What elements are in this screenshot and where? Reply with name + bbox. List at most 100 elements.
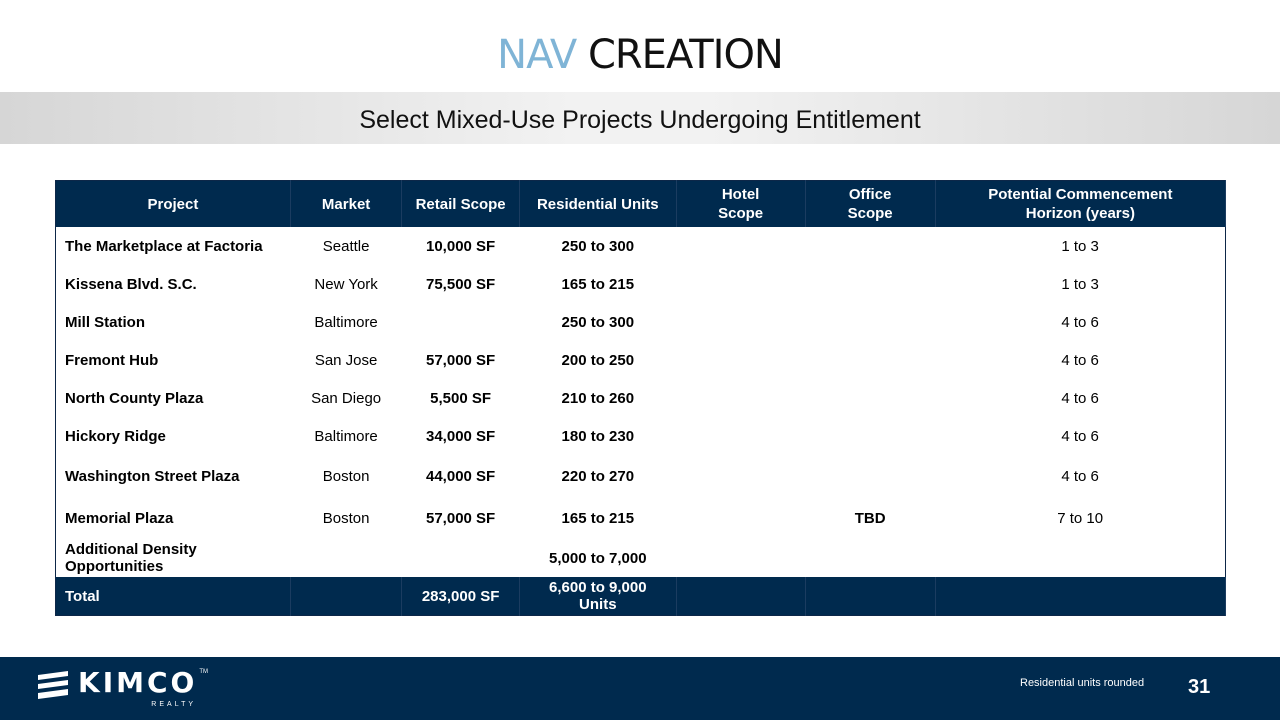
table-cell xyxy=(805,227,935,265)
table-cell: Baltimore xyxy=(314,313,378,331)
subtitle: Select Mixed-Use Projects Undergoing Ent… xyxy=(359,106,921,134)
table-cell: Kissena Blvd. S.C. xyxy=(65,275,197,293)
column-header: Residential Units xyxy=(519,180,677,227)
column-header: Hotel Scope xyxy=(676,180,806,227)
table-cell: 1 to 3 xyxy=(1061,237,1099,255)
table-cell xyxy=(805,539,935,577)
table-cell xyxy=(402,303,520,341)
table-cell xyxy=(805,379,935,417)
page-number: 31 xyxy=(1188,676,1211,698)
footer-bar xyxy=(0,657,1280,720)
table-cell xyxy=(676,303,805,341)
page-title: NAV CREATION xyxy=(0,32,1280,78)
table-cell: San Jose xyxy=(314,351,378,369)
total-cell xyxy=(805,577,936,616)
table-row: Memorial Plaza Boston 57,000 SF 165 to 215 T… xyxy=(56,497,1226,539)
table-row: North County Plaza San Diego 5,500 SF 210 t… xyxy=(56,379,1226,417)
table-cell xyxy=(676,265,805,303)
table-cell xyxy=(676,497,805,539)
table-cell xyxy=(290,539,401,577)
title-rest: CREATION xyxy=(587,32,784,78)
table-cell: 4 to 6 xyxy=(1061,313,1099,331)
table-cell: 1 to 3 xyxy=(1061,275,1099,293)
table-cell: 200 to 250 xyxy=(561,351,635,369)
table-row: Fremont Hub San Jose 57,000 SF 200 to 250 4 … xyxy=(56,341,1226,379)
footnote: Residential units rounded xyxy=(1020,677,1145,689)
table-cell: Mill Station xyxy=(65,313,145,331)
table-row: Washington Street Plaza Boston 44,000 SF 22… xyxy=(56,455,1226,497)
table-cell xyxy=(676,417,805,455)
table-cell xyxy=(676,455,805,497)
table-cell: Baltimore xyxy=(314,427,378,445)
total-row: Total 283,000 SF 6,600 to 9,000 Units xyxy=(55,577,1227,616)
table-cell: TBD xyxy=(854,509,886,527)
logo-word-row: KIMCO TM xyxy=(78,668,208,698)
logo-tm: TM xyxy=(199,669,209,675)
table-cell: Hickory Ridge xyxy=(65,427,166,445)
table-cell: Additional Density Opportunities xyxy=(65,541,197,575)
table-cell xyxy=(935,539,1225,577)
column-header: Market xyxy=(290,180,403,227)
table-cell: 57,000 SF xyxy=(426,509,496,527)
table-cell xyxy=(805,265,935,303)
table-cell xyxy=(805,303,935,341)
table-cell: 165 to 215 xyxy=(561,509,635,527)
table-cell: Boston xyxy=(322,467,370,485)
total-cell: 283,000 SF xyxy=(401,577,520,616)
title-accent: NAV xyxy=(497,32,577,78)
table-row: Additional Density Opportunities 5,000 to… xyxy=(56,539,1226,577)
table-cell xyxy=(805,455,935,497)
column-header: Potential Commencement Horizon (years) xyxy=(935,180,1227,227)
total-cell: 6,600 to 9,000 Units xyxy=(519,577,677,616)
table-cell: 220 to 270 xyxy=(561,467,635,485)
table-cell xyxy=(676,341,805,379)
table-cell: 34,000 SF xyxy=(426,427,496,445)
table-row: Mill Station Baltimore 250 to 300 4 to 6 xyxy=(56,303,1226,341)
kimco-chevrons-icon xyxy=(38,671,68,699)
table-cell: Seattle xyxy=(322,237,370,255)
table-cell: 4 to 6 xyxy=(1061,467,1099,485)
kimco-logo: KIMCO TM REALTY xyxy=(36,668,208,709)
table-cell: Fremont Hub xyxy=(65,351,159,369)
table-cell: 10,000 SF xyxy=(426,237,496,255)
total-cell: Total xyxy=(55,577,291,616)
table-cell: 210 to 260 xyxy=(561,389,635,407)
table-cell: 4 to 6 xyxy=(1061,351,1099,369)
logo-word: KIMCO xyxy=(78,666,198,699)
subtitle-band xyxy=(0,92,1280,144)
projects-table: Project Market Retail Scope Residential Uni… xyxy=(55,180,1227,616)
table-cell: 250 to 300 xyxy=(561,313,635,331)
table-cell xyxy=(402,539,520,577)
table-cell: Memorial Plaza xyxy=(65,509,174,527)
table-cell: Washington Street Plaza xyxy=(65,467,240,485)
table-cell xyxy=(676,539,805,577)
table-cell: 180 to 230 xyxy=(561,427,635,445)
total-cell xyxy=(935,577,1227,616)
table-cell: 5,000 to 7,000 xyxy=(549,549,647,567)
table-header: Project Market Retail Scope Residential Uni… xyxy=(55,180,1227,227)
table-cell: North County Plaza xyxy=(65,389,204,407)
table-cell: 75,500 SF xyxy=(426,275,496,293)
table-cell: 4 to 6 xyxy=(1061,389,1099,407)
table-row: Kissena Blvd. S.C. New York 75,500 SF 165 t… xyxy=(56,265,1226,303)
table-cell: New York xyxy=(314,275,378,293)
table-cell xyxy=(676,227,805,265)
table-cell: 44,000 SF xyxy=(426,467,496,485)
logo-wordmark: KIMCO TM REALTY xyxy=(78,668,208,709)
table-cell: 250 to 300 xyxy=(561,237,635,255)
table-cell: San Diego xyxy=(311,389,382,407)
table-cell: The Marketplace at Factoria xyxy=(65,237,263,255)
table-row: The Marketplace at Factoria Seattle 10,000… xyxy=(56,227,1226,265)
table-cell: 4 to 6 xyxy=(1061,427,1099,445)
column-header: Office Scope xyxy=(805,180,936,227)
logo-sub: REALTY xyxy=(151,701,197,708)
column-header: Retail Scope xyxy=(401,180,520,227)
table-cell xyxy=(676,379,805,417)
table-cell: 5,500 SF xyxy=(430,389,492,407)
column-header: Project xyxy=(55,180,291,227)
table-cell xyxy=(805,417,935,455)
total-cell xyxy=(290,577,403,616)
table-cell: 165 to 215 xyxy=(561,275,635,293)
total-cell xyxy=(676,577,806,616)
table-cell xyxy=(805,341,935,379)
